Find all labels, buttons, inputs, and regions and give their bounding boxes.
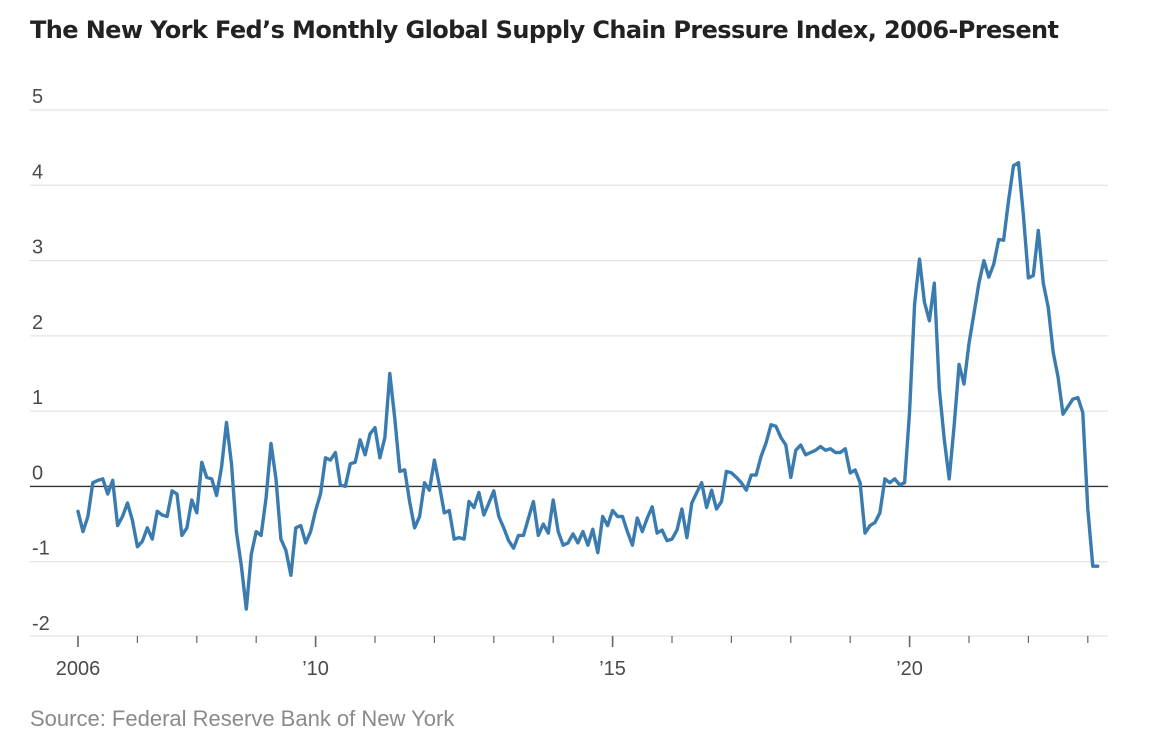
x-axis-tick-labels: 2006 ’10 ’15 ’20 xyxy=(56,658,923,680)
series-layer xyxy=(76,160,1100,611)
gridlines xyxy=(30,109,1108,563)
x-tick-label: ’20 xyxy=(896,658,923,680)
y-tick-label: -1 xyxy=(32,538,50,560)
y-tick-label: 2 xyxy=(32,312,43,334)
source-note: Source: Federal Reserve Bank of New York xyxy=(30,706,455,731)
y-tick-label: 3 xyxy=(32,237,43,259)
x-axis xyxy=(30,635,1108,647)
x-tick-label: ’15 xyxy=(599,658,626,680)
y-tick-label: 5 xyxy=(32,86,43,108)
x-tick-label: 2006 xyxy=(56,658,101,680)
y-tick-label: -2 xyxy=(32,613,50,635)
series-line xyxy=(76,160,1100,611)
y-tick-label: 1 xyxy=(32,387,43,409)
y-axis-tick-labels: -2 -1 0 1 2 3 4 5 xyxy=(32,86,50,635)
x-tick-label: ’10 xyxy=(302,658,329,680)
chart-title: The New York Fed’s Monthly Global Supply… xyxy=(30,16,1059,44)
y-tick-label: 4 xyxy=(32,161,43,183)
line-chart: -2 -1 0 1 2 3 4 5 2006 ’10 ’15 ’20 xyxy=(30,86,1108,680)
y-tick-label: 0 xyxy=(32,462,43,484)
